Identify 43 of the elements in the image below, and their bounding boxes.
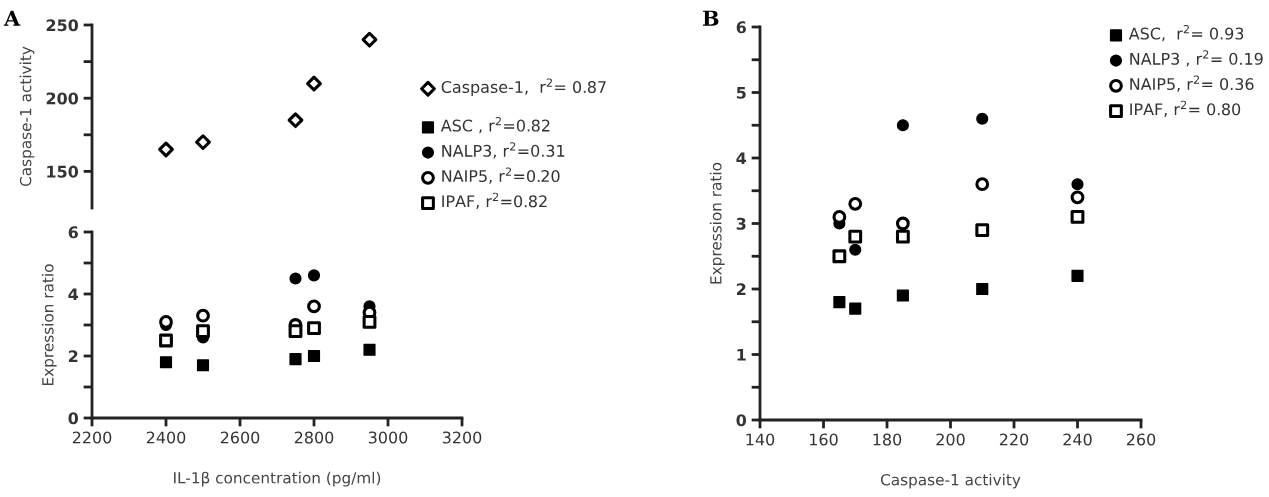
x-tick-label: 260 (1126, 433, 1156, 446)
y-tick-label: 2 (736, 283, 746, 296)
legend-label: Caspase-1, r$^{2}$= 0.87 (441, 78, 606, 97)
y-tick-label: 0 (68, 412, 79, 425)
y-tick-label: 4 (68, 288, 79, 301)
x-tick-label: 3200 (442, 431, 482, 444)
y-tick-label: 3 (736, 217, 746, 230)
x-tick-label: 220 (999, 433, 1029, 446)
y-tick-label: 6 (68, 226, 78, 239)
legend-label: ASC , r$^{2}$=0.82 (440, 116, 550, 134)
y-tick-label: 250 (46, 19, 79, 32)
chart-title: A (3, 10, 21, 26)
x-axis-title: Caspase-1 activity (880, 473, 1021, 489)
x-tick-label: 2800 (294, 431, 334, 444)
y-axis-title: Expression ratio (709, 162, 725, 284)
y-axis-title: Caspase-1 activity (19, 46, 35, 187)
y-tick-label: 2 (68, 350, 78, 363)
x-tick-label: 240 (1063, 433, 1092, 446)
x-tick-label: 2200 (72, 431, 112, 444)
x-tick-label: 160 (810, 433, 838, 446)
y-tick-label: 200 (46, 92, 79, 105)
legend-label: NAIP5, r$^{2}$=0.20 (442, 167, 560, 184)
chart-title: B (702, 10, 719, 26)
y-tick-label: 150 (47, 165, 79, 178)
x-axis-title: IL-1β concentration (pg/ml) (174, 471, 381, 487)
x-tick-label: 2400 (146, 431, 186, 444)
legend-label: NALP3 , r$^{2}$= 0.19 (1130, 50, 1263, 67)
x-tick-label: 3000 (368, 431, 408, 444)
y-tick-label: 4 (736, 152, 747, 165)
legend-label: NALP3, r$^{2}$=0.31 (442, 142, 565, 159)
y-axis-title: Expression ratio (41, 264, 57, 385)
legend-label: ASC, r$^{2}$= 0.93 (1128, 24, 1244, 42)
y-tick-label: 5 (736, 86, 746, 99)
y-tick-label: 1 (737, 348, 746, 361)
x-tick-label: 140 (746, 433, 775, 446)
legend-label: IPAF, r$^{2}$=0.82 (442, 192, 547, 209)
legend-label: IPAF, r$^{2}$= 0.80 (1130, 100, 1241, 117)
y-tick-label: 6 (736, 21, 746, 34)
y-tick-label: 0 (736, 414, 747, 427)
x-tick-label: 180 (873, 433, 902, 446)
x-tick-label: 2600 (220, 431, 260, 444)
legend-label: NAIP5, r$^{2}$= 0.36 (1130, 75, 1254, 92)
x-tick-label: 200 (936, 433, 965, 446)
